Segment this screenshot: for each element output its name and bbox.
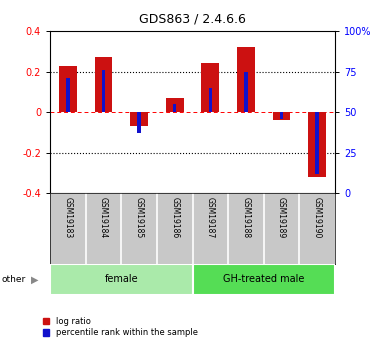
Bar [237, 47, 255, 112]
Text: ▶: ▶ [31, 275, 38, 284]
Bar [280, 112, 283, 119]
Legend: log ratio, percentile rank within the sample: log ratio, percentile rank within the sa… [43, 317, 198, 337]
Text: GSM19187: GSM19187 [206, 197, 215, 238]
Bar [95, 57, 112, 112]
Bar [201, 63, 219, 112]
Bar [192, 264, 335, 295]
Bar [209, 88, 212, 112]
Bar [130, 112, 148, 126]
Bar [244, 71, 248, 112]
Bar [315, 112, 319, 174]
Bar [66, 78, 70, 112]
Bar [273, 112, 290, 120]
Text: female: female [104, 275, 138, 284]
Text: GSM19186: GSM19186 [170, 197, 179, 238]
Text: GSM19188: GSM19188 [241, 197, 250, 238]
Bar [59, 66, 77, 112]
Bar [50, 264, 192, 295]
Text: GSM19183: GSM19183 [64, 197, 72, 238]
Text: GDS863 / 2.4.6.6: GDS863 / 2.4.6.6 [139, 12, 246, 25]
Bar [308, 112, 326, 177]
Text: GSM19190: GSM19190 [313, 197, 321, 238]
Text: GSM19185: GSM19185 [135, 197, 144, 238]
Text: GSM19184: GSM19184 [99, 197, 108, 238]
Bar [102, 70, 105, 112]
Bar [173, 104, 176, 112]
Bar [137, 112, 141, 133]
Text: GSM19189: GSM19189 [277, 197, 286, 238]
Text: GH-treated male: GH-treated male [223, 275, 305, 284]
Bar [166, 98, 184, 112]
Text: other: other [2, 275, 26, 284]
